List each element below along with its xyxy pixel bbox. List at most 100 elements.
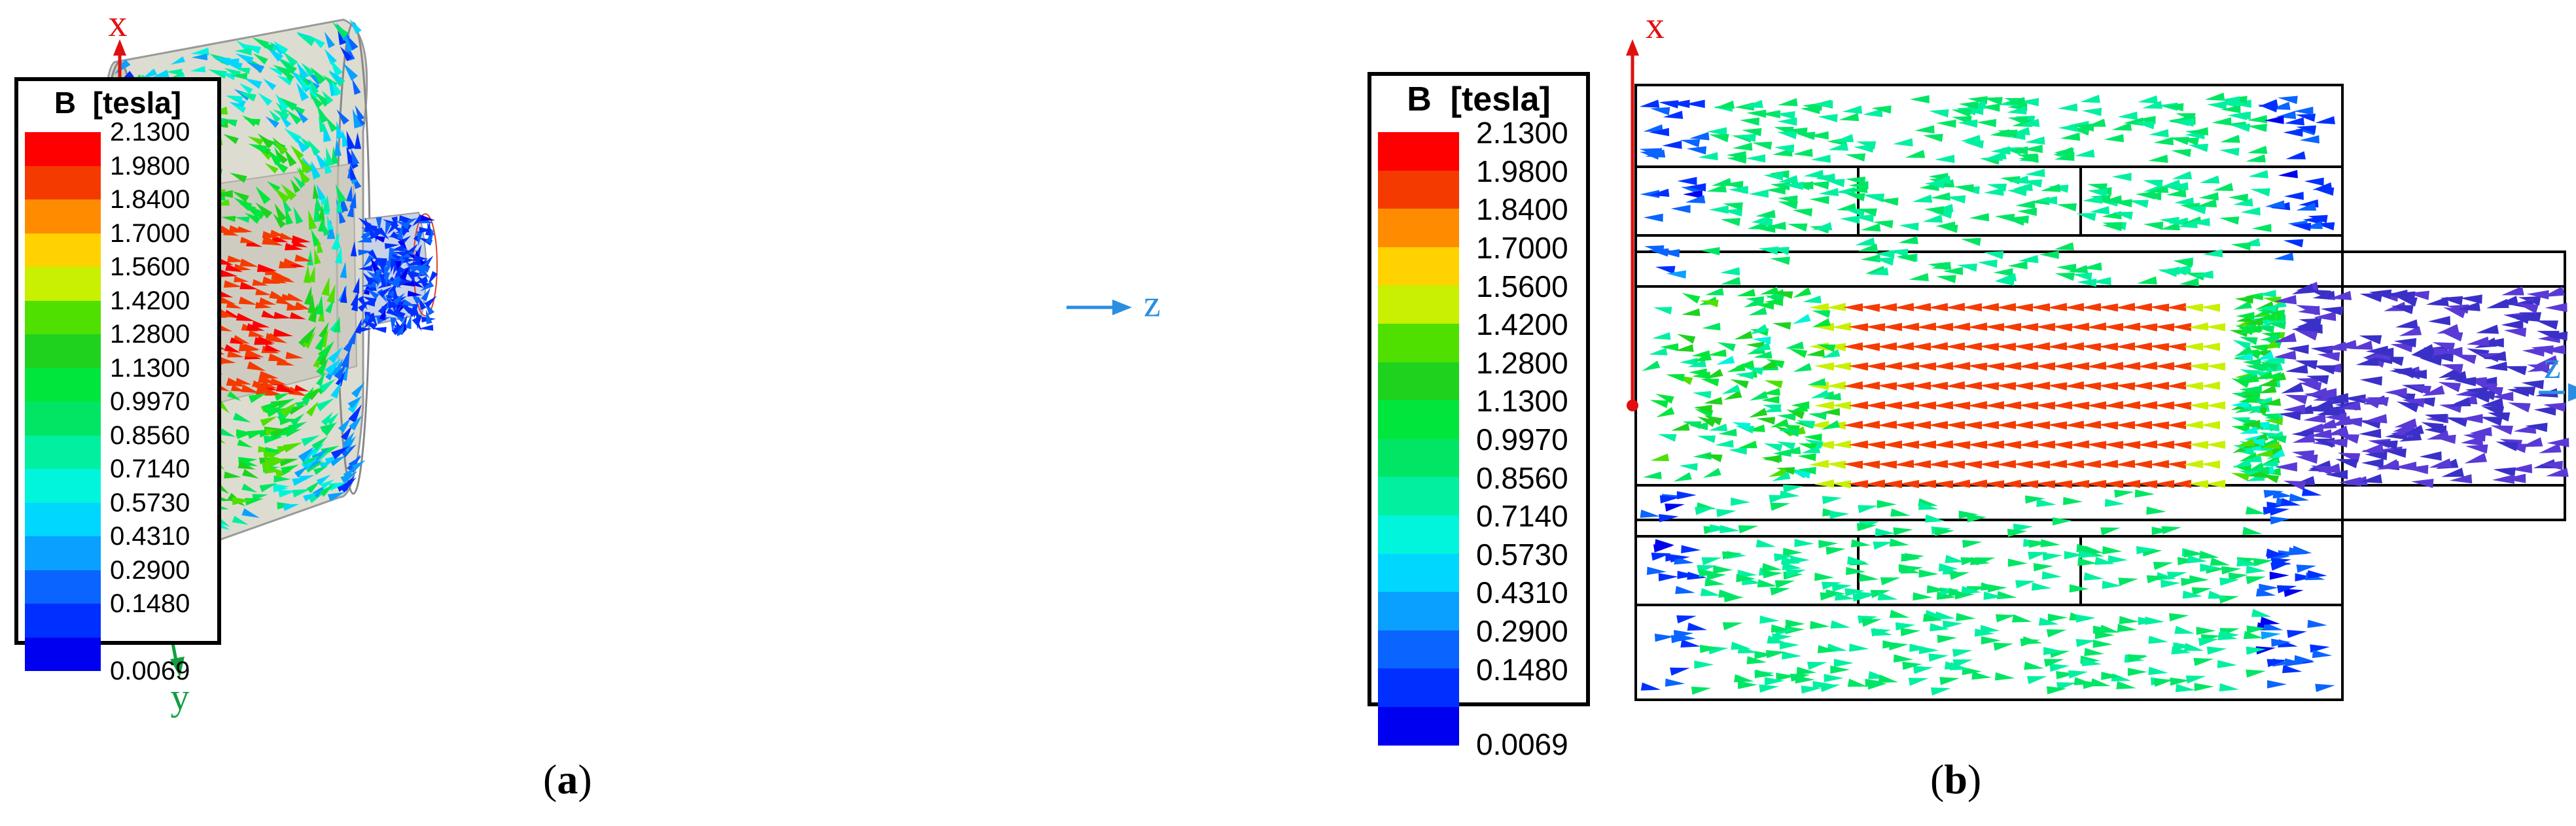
- legend-a-value-label: 0.1480: [110, 589, 190, 619]
- field-arrow: [1812, 222, 1833, 231]
- field-arrow: [2053, 401, 2073, 409]
- field-arrow: [2535, 355, 2558, 366]
- field-arrow: [1873, 542, 1894, 550]
- field-arrow: [1772, 322, 1791, 330]
- field-arrow: [2155, 362, 2175, 371]
- field-arrow: [1909, 95, 1930, 104]
- field-arrow: [2410, 479, 2434, 489]
- field-arrow: [301, 326, 317, 345]
- field-arrow: [2233, 300, 2252, 310]
- field-arrow: [1964, 107, 1984, 116]
- field-arrow: [236, 313, 255, 322]
- field-arrow: [272, 109, 290, 121]
- field-arrow: [248, 392, 268, 404]
- field-arrow: [1958, 510, 1979, 519]
- field-arrow: [2070, 440, 2090, 449]
- field-arrow: [1697, 435, 1716, 443]
- field-arrow: [2002, 322, 2022, 332]
- field-arrow: [1849, 644, 1869, 652]
- field-arrow: [2172, 171, 2193, 179]
- field-arrow: [2246, 669, 2266, 678]
- field-arrow: [1743, 298, 1763, 308]
- field-arrow: [273, 187, 291, 203]
- field-arrow: [1928, 381, 1949, 390]
- field-arrow: [304, 286, 312, 305]
- field-arrow: [2264, 116, 2284, 124]
- field-arrow: [2238, 395, 2257, 403]
- field-arrow: [1680, 139, 1701, 148]
- x-axis-arrowhead: [1626, 39, 1639, 56]
- field-arrow: [289, 103, 306, 116]
- field-arrow: [2083, 572, 2104, 581]
- field-arrow: [2324, 412, 2347, 422]
- field-arrow: [2007, 188, 2027, 197]
- field-arrow: [2254, 449, 2274, 458]
- field-arrow: [2448, 397, 2471, 407]
- field-arrow: [391, 258, 397, 273]
- field-arrow: [1708, 205, 1729, 214]
- field-arrow: [1828, 143, 1848, 151]
- field-arrow: [2232, 339, 2251, 351]
- field-arrow: [1768, 468, 1788, 477]
- field-arrow: [2189, 402, 2209, 410]
- field-arrow: [1676, 633, 1696, 642]
- field-arrow: [2487, 412, 2511, 422]
- field-arrow: [1763, 404, 1782, 413]
- panel-b-axes: xz: [1626, 4, 2576, 411]
- field-arrow: [238, 92, 256, 102]
- legend-b-row: 1.4200: [1378, 307, 1582, 362]
- y-axis-label: y: [171, 676, 190, 718]
- legend-a-swatch: [25, 604, 101, 638]
- field-arrow: [2200, 460, 2221, 469]
- field-arrow: [292, 489, 311, 498]
- legend-a-value-label: 1.4200: [110, 286, 190, 315]
- field-arrow: [2027, 676, 2047, 685]
- field-arrow: [372, 271, 385, 284]
- field-arrow: [1803, 169, 1824, 179]
- field-arrow: [1793, 148, 1813, 157]
- field-arrow: [2041, 571, 2062, 580]
- field-arrow: [1797, 453, 1816, 461]
- field-arrow: [1716, 356, 1735, 365]
- field-arrow: [2049, 663, 2070, 672]
- legend-b-value-label: 0.2900: [1476, 614, 1568, 649]
- field-arrow: [260, 416, 277, 427]
- field-arrow: [2219, 630, 2240, 640]
- field-arrow: [2073, 677, 2094, 685]
- field-arrow: [1985, 362, 2005, 371]
- field-arrow: [320, 422, 336, 433]
- field-arrow: [2169, 613, 2189, 622]
- field-arrow: [2492, 474, 2514, 484]
- field-arrow: [1650, 107, 1670, 116]
- field-arrow: [343, 466, 357, 479]
- field-arrow: [2070, 362, 2090, 371]
- field-arrow: [2221, 105, 2241, 114]
- field-arrow: [237, 439, 253, 448]
- legend-b-value-label: 0.5730: [1476, 537, 1568, 572]
- field-arrow: [2255, 351, 2274, 361]
- field-arrow: [351, 148, 360, 165]
- field-arrow: [407, 270, 416, 285]
- legend-a-swatch: [25, 536, 101, 570]
- field-arrow: [1854, 214, 1874, 223]
- field-arrow: [1692, 390, 1712, 399]
- field-arrow: [1944, 661, 1965, 670]
- field-arrow: [255, 301, 272, 309]
- field-arrow: [1842, 105, 1862, 114]
- field-arrow: [224, 344, 241, 353]
- field-arrow: [1759, 615, 1780, 624]
- field-arrow: [1720, 267, 1740, 276]
- legend-b-swatch: [1378, 706, 1459, 746]
- field-arrow: [2314, 187, 2335, 196]
- field-arrow: [1856, 141, 1877, 150]
- field-arrow: [1976, 118, 1997, 128]
- field-arrow: [1961, 237, 1981, 247]
- field-arrow: [1979, 303, 2000, 311]
- field-arrow: [2087, 479, 2107, 489]
- field-arrow: [322, 422, 338, 436]
- field-arrow: [235, 67, 251, 75]
- field-arrow: [2056, 264, 2077, 272]
- field-arrow: [1985, 480, 2005, 489]
- field-arrow: [273, 328, 293, 337]
